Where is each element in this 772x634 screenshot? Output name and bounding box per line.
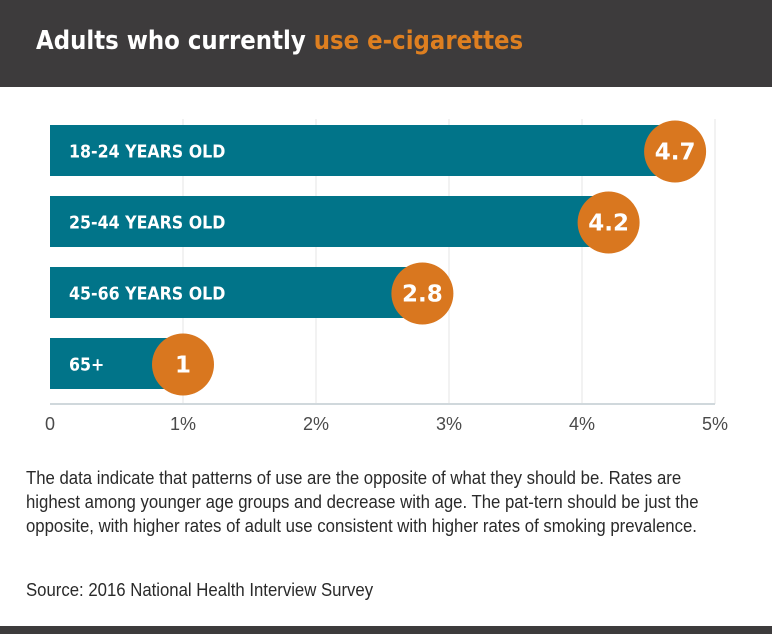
value-label: 1 <box>175 353 191 379</box>
bar <box>50 125 676 176</box>
bars: 18-24 YEARS OLD 4.7 25-44 YEARS OLD 4.2 45-6… <box>50 120 707 396</box>
bar-chart: 18-24 YEARS OLD 4.7 25-44 YEARS OLD 4.2 45-6… <box>45 119 728 434</box>
bar-group: 25-44 YEARS OLD 4.2 <box>50 191 640 254</box>
source-text: Source: 2016 National Health Interview S… <box>26 580 374 600</box>
bar-group: 45-66 YEARS OLD 2.8 <box>50 262 454 325</box>
bar <box>50 267 423 318</box>
bar-category-label: 45-66 YEARS OLD <box>69 283 225 304</box>
description-text: The data indicate that patterns of use a… <box>26 468 699 536</box>
bar-category-label: 25-44 YEARS OLD <box>69 212 225 233</box>
x-tick-label: 5% <box>702 414 728 434</box>
value-label: 2.8 <box>402 282 443 308</box>
x-tick-label: 1% <box>170 414 196 434</box>
value-label: 4.7 <box>655 140 696 166</box>
chart-title: Adults who currently use e-cigarettes <box>36 26 523 56</box>
bar-group: 18-24 YEARS OLD 4.7 <box>50 120 707 183</box>
x-tick-label: 2% <box>303 414 329 434</box>
value-badge <box>391 262 454 325</box>
value-badge <box>577 191 640 254</box>
bar-group: 65+ 1 <box>50 333 214 396</box>
bar-category-label: 18-24 YEARS OLD <box>69 141 225 162</box>
x-tick-label: 3% <box>436 414 462 434</box>
value-badge <box>152 333 214 396</box>
value-label: 4.2 <box>588 211 629 237</box>
header-banner: Adults who currently use e-cigarettes <box>0 0 772 87</box>
title-highlight: use e-cigarettes <box>313 26 524 56</box>
title-plain: Adults who currently <box>36 26 314 56</box>
x-tick-label: 0 <box>45 414 55 434</box>
footer-band <box>0 626 772 634</box>
value-badge <box>644 120 707 183</box>
x-tick-label: 4% <box>569 414 595 434</box>
bar-category-label: 65+ <box>69 354 104 375</box>
x-tick-labels: 0 1% 2% 3% 4% 5% <box>45 414 728 434</box>
bar <box>50 196 609 247</box>
